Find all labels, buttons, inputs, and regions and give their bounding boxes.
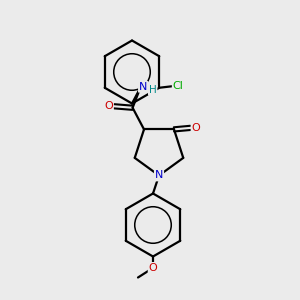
Text: N: N [155,170,163,181]
Text: O: O [148,263,158,273]
Text: O: O [104,101,113,111]
Text: Cl: Cl [173,81,184,91]
Text: O: O [191,123,200,133]
Text: N: N [139,82,147,92]
Text: H: H [149,85,157,95]
